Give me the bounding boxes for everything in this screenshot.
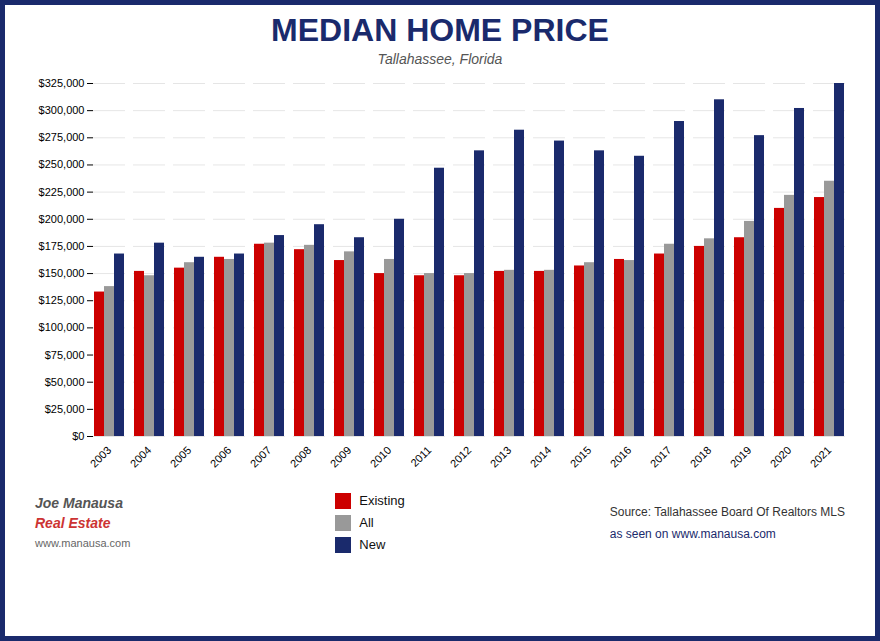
svg-text:2011: 2011 [408,444,433,469]
svg-text:$225,000: $225,000 [39,186,85,198]
html-text:All: All [359,515,374,530]
svg-text:$325,000: $325,000 [39,77,85,89]
svg-text:2010: 2010 [368,444,394,470]
svg-text:2005: 2005 [168,444,194,470]
svg-text:2013: 2013 [488,444,514,470]
html-text:www.manausa.com: www.manausa.com [35,537,131,549]
svg-text:2014: 2014 [528,444,554,470]
html-text:as seen on www.manausa.com: as seen on www.manausa.com [609,527,776,541]
svg-text:2004: 2004 [128,444,154,470]
svg-text:$25,000: $25,000 [45,403,85,415]
svg-text:2021: 2021 [808,444,834,470]
svg-text:2009: 2009 [328,444,354,470]
svg-text:2003: 2003 [88,444,114,470]
html-text:Real Estate: Real Estate [35,515,111,531]
svg-text:2012: 2012 [448,444,474,470]
svg-text:$100,000: $100,000 [39,321,85,333]
svg-text:2018: 2018 [688,444,714,470]
svg-text:$125,000: $125,000 [39,294,85,306]
svg-text:$75,000: $75,000 [45,349,85,361]
svg-text:2020: 2020 [768,444,794,470]
html-text:Source: Tallahassee Board Of R: Source: Tallahassee Board Of Realtors ML… [609,505,845,519]
svg-text:$200,000: $200,000 [39,213,85,225]
svg-text:$300,000: $300,000 [39,104,85,116]
svg-text:2016: 2016 [608,444,634,470]
svg-text:2015: 2015 [568,444,594,470]
svg-text:2007: 2007 [248,444,274,470]
svg-text:2017: 2017 [648,444,674,470]
svg-text:$0: $0 [72,430,84,442]
html-text:Tallahassee, Florida: Tallahassee, Florida [377,51,503,67]
html-text:Joe Manausa: Joe Manausa [35,495,123,511]
html-text:MEDIAN HOME PRICE: MEDIAN HOME PRICE [271,12,609,48]
svg-text:2019: 2019 [728,444,754,470]
svg-text:$250,000: $250,000 [39,158,85,170]
svg-text:$275,000: $275,000 [39,131,85,143]
svg-text:$50,000: $50,000 [45,376,85,388]
html-text:New: New [359,537,386,552]
svg-text:2008: 2008 [288,444,314,470]
html-text:Existing: Existing [359,493,405,508]
svg-text:$150,000: $150,000 [39,267,85,279]
svg-text:2006: 2006 [208,444,234,470]
svg-text:$175,000: $175,000 [39,240,85,252]
